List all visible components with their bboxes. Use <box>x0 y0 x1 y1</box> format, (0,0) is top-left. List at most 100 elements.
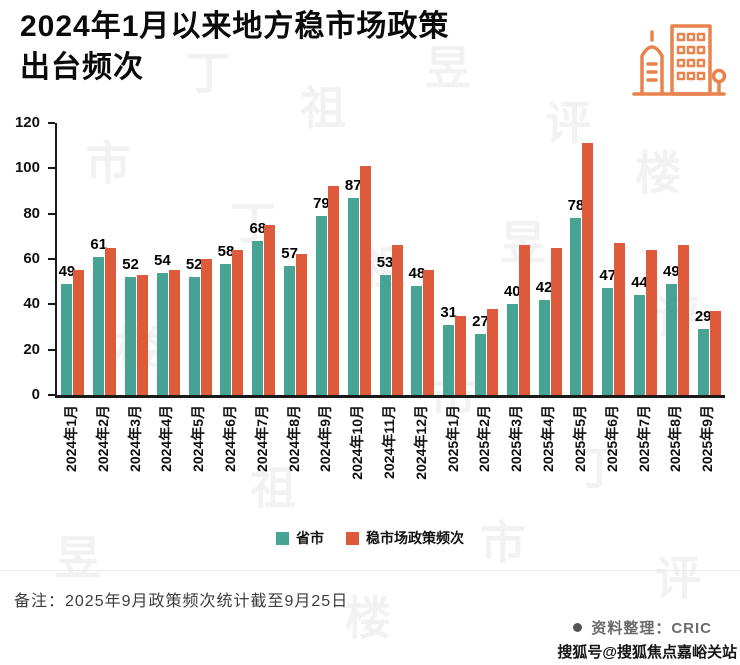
x-axis-label: 2024年9月 <box>317 405 334 472</box>
x-axis-label-cell: 2024年4月 <box>150 401 182 509</box>
y-axis-label: 40 <box>23 295 40 313</box>
x-axis-label: 2025年2月 <box>476 405 493 472</box>
bar-policy-frequency <box>582 143 594 395</box>
bar-value-label: 47 <box>599 267 617 285</box>
x-axis-label: 2025年9月 <box>699 405 716 472</box>
bar-group: 40 <box>502 123 534 395</box>
bar-value-label: 61 <box>90 235 108 253</box>
bar-group: 78 <box>566 123 598 395</box>
bar-policy-frequency <box>264 225 276 395</box>
x-axis-label: 2024年3月 <box>126 405 143 472</box>
watermark-character: 评 <box>655 552 701 604</box>
x-axis-label: 2025年7月 <box>635 405 652 472</box>
bar-shengshi: 44 <box>631 274 648 395</box>
bar-group: 31 <box>439 123 471 395</box>
bar-value-label: 58 <box>217 242 235 260</box>
bar-value-label: 52 <box>122 256 139 274</box>
x-axis-label-cell: 2025年3月 <box>500 401 532 509</box>
bar-shengshi: 79 <box>313 195 330 395</box>
x-axis-label-cell: 2024年9月 <box>310 401 342 509</box>
y-axis-tick <box>48 303 55 306</box>
legend-item: 稳市场政策频次 <box>346 528 464 548</box>
y-axis-label: 120 <box>14 114 40 131</box>
bar-shengshi: 78 <box>568 197 584 395</box>
y-axis-tick <box>48 122 55 124</box>
x-axis-label-cell: 2025年6月 <box>596 401 628 509</box>
bar-shengshi: 54 <box>154 252 171 395</box>
x-axis-label: 2024年2月 <box>94 405 111 472</box>
legend-label: 稳市场政策频次 <box>366 530 464 546</box>
bar-value-label: 54 <box>154 251 171 269</box>
bar-policy-frequency <box>168 270 180 395</box>
x-axis-label-cell: 2024年1月 <box>55 401 87 509</box>
bar-group: 54 <box>152 123 184 395</box>
y-axis-tick <box>48 348 55 351</box>
bar-shengshi: 61 <box>90 236 107 395</box>
bullet-dot-icon <box>573 623 583 632</box>
y-axis-label: 80 <box>23 204 40 222</box>
bar-policy-frequency <box>200 259 212 395</box>
bar-group: 42 <box>534 123 566 395</box>
source-credit-text: 资料整理：CRIC <box>591 620 712 637</box>
legend-label: 省市 <box>296 530 324 546</box>
x-axis-label: 2025年1月 <box>444 405 461 472</box>
x-axis-label: 2024年8月 <box>285 405 302 472</box>
sohu-watermark: 搜狐号@搜狐焦点嘉峪关站 <box>557 644 737 661</box>
bar-group: 49 <box>57 123 89 395</box>
x-axis-label-cell: 2024年7月 <box>246 401 278 509</box>
bar-value-label: 79 <box>313 194 330 212</box>
bar-shengshi: 68 <box>249 220 266 395</box>
x-axis-label-cell: 2025年9月 <box>691 401 723 509</box>
bar-shengshi: 52 <box>186 256 203 395</box>
bar-shengshi: 47 <box>599 267 616 395</box>
footnote: 备注：2025年9月政策频次统计截至9月25日 <box>14 593 349 610</box>
bar-group: 27 <box>471 123 503 395</box>
legend-item: 省市 <box>276 528 324 548</box>
bar-group: 57 <box>280 123 312 395</box>
bar-group: 47 <box>598 123 630 395</box>
watermark-character: 楼 <box>345 592 391 644</box>
bar-value-label: 42 <box>535 278 553 296</box>
bar-policy-frequency <box>391 245 403 395</box>
bar-shengshi: 31 <box>440 304 457 395</box>
bar-value-label: 87 <box>344 176 362 194</box>
title-line-2: 出台频次 <box>20 51 144 84</box>
bar-value-label: 31 <box>440 303 457 321</box>
bar-shengshi: 53 <box>377 254 393 395</box>
x-axis-label: 2025年5月 <box>571 405 588 472</box>
bar-group: 48 <box>407 123 439 395</box>
source-credit: 资料整理：CRIC <box>573 617 712 638</box>
x-axis-label: 2024年6月 <box>221 405 238 472</box>
x-axis: 2024年1月 2024年2月 2024年3月 2024年4月 2024年5月 2024年… <box>55 401 723 509</box>
x-axis-label: 2024年5月 <box>190 405 207 472</box>
x-axis-label: 2024年10月 <box>349 405 366 480</box>
bar-shengshi: 49 <box>59 263 75 395</box>
y-axis-label: 0 <box>31 386 40 403</box>
bar-value-label: 29 <box>694 308 712 326</box>
x-axis-label-cell: 2024年12月 <box>405 401 437 509</box>
bar-group: 44 <box>630 123 662 395</box>
bar-group: 52 <box>184 123 216 395</box>
x-axis-label-cell: 2024年6月 <box>214 401 246 509</box>
bar-policy-frequency <box>518 245 530 395</box>
x-axis-label-cell: 2024年3月 <box>119 401 151 509</box>
bar-value-label: 48 <box>408 265 426 283</box>
footer-divider <box>0 570 740 571</box>
x-axis-label: 2024年12月 <box>412 405 429 480</box>
bar-group: 53 <box>375 123 407 395</box>
bar-group: 79 <box>312 123 344 395</box>
bar-group: 29 <box>693 123 725 395</box>
y-axis-label: 100 <box>14 159 40 177</box>
bar-value-label: 44 <box>631 274 648 292</box>
bar-shengshi: 40 <box>504 283 521 395</box>
bar-group: 49 <box>661 123 693 395</box>
x-axis-label-cell: 2024年8月 <box>278 401 310 509</box>
bar-value-label: 40 <box>503 283 521 301</box>
bar-value-label: 52 <box>185 256 203 274</box>
bar-value-label: 78 <box>567 197 585 215</box>
y-axis-tick <box>48 394 55 396</box>
y-axis-tick <box>48 167 55 170</box>
bar-group: 87 <box>343 123 375 395</box>
bar-value-label: 49 <box>663 262 680 280</box>
